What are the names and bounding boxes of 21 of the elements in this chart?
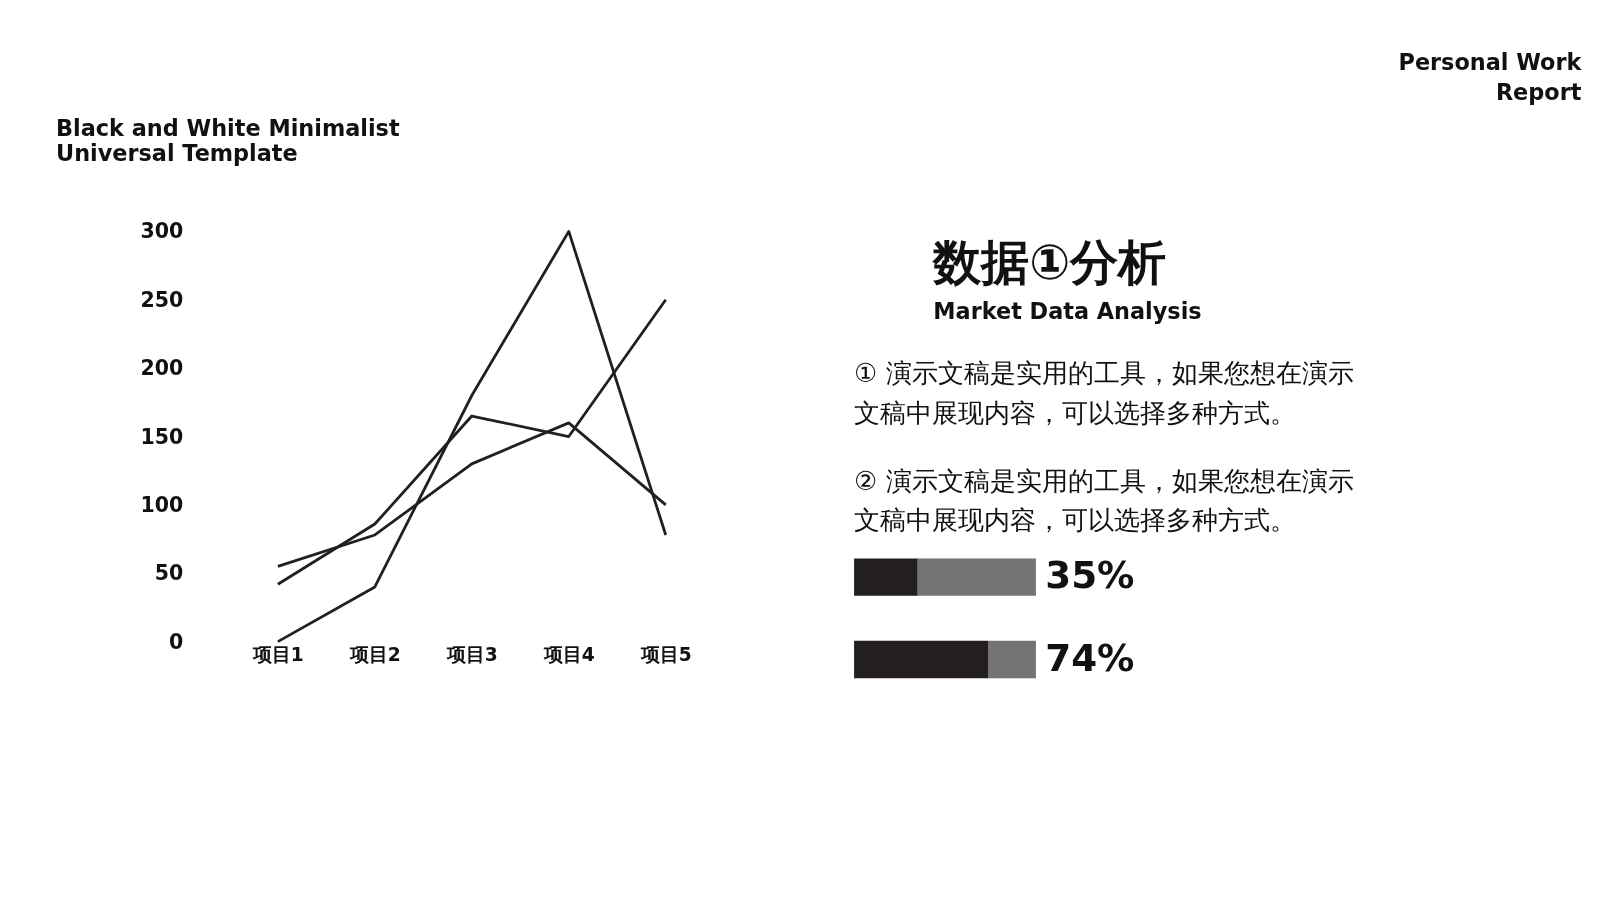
- x-tick-label: 项目5: [639, 643, 692, 665]
- text: 数据①分析: [932, 233, 1167, 290]
- x-tick-label: 项目3: [445, 643, 498, 665]
- y-tick-label: 250: [140, 287, 184, 312]
- y-tick-label: 150: [140, 424, 184, 449]
- y-tick-label: 300: [140, 219, 184, 244]
- text: ② 演示文稿是实用的工具，如果您想在演示文稿中展现内容，可以选择多种方式。: [854, 465, 1354, 535]
- x-tick-label: 项目2: [348, 643, 401, 665]
- y-tick-label: 50: [154, 561, 184, 586]
- y-tick-label: 100: [140, 492, 184, 517]
- text: ① 演示文稿是实用的工具，如果您想在演示文稿中展现内容，可以选择多种方式。: [854, 358, 1354, 428]
- data-label: 74%: [1045, 635, 1135, 680]
- line-series: [276, 230, 668, 644]
- text: Personal Work Report: [1398, 49, 1583, 105]
- y-tick-label: 0: [168, 629, 184, 654]
- x-tick-label: 项目4: [542, 643, 595, 665]
- text: Market Data Analysis: [933, 298, 1202, 325]
- x-tick-label: 项目1: [251, 643, 304, 665]
- chart-title: Black and White Minimalist Universal Template: [56, 115, 400, 166]
- data-label: 35%: [1045, 553, 1135, 598]
- y-tick-label: 200: [140, 356, 184, 381]
